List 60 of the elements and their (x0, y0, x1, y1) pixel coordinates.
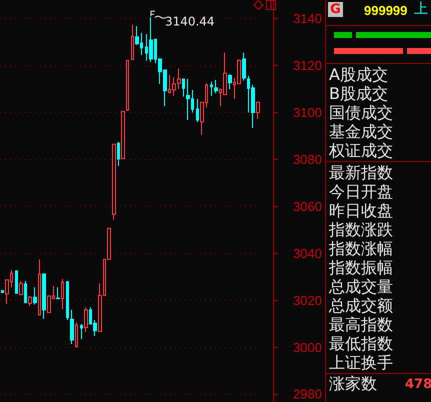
text: 指数振幅 (329, 258, 393, 277)
candlestick (61, 278, 64, 310)
text: 上证换手 (329, 353, 393, 372)
text: 最新指数 (329, 163, 393, 182)
text: B股成交 (329, 84, 388, 103)
annotation: 3140.44 (164, 14, 215, 28)
candlestick (126, 60, 129, 112)
candlestick (117, 141, 120, 166)
text: 权证成交 (329, 141, 393, 160)
y-tick-label: 2980 (293, 386, 322, 402)
candlestick (24, 280, 27, 304)
candlestick (186, 78, 190, 121)
candlestick (33, 286, 37, 305)
candlestick (66, 280, 69, 320)
y-tick-label: 3060 (293, 198, 322, 214)
candlestick (112, 144, 116, 220)
text: 涨家数 (329, 374, 377, 393)
text: 今日开盘 (329, 182, 393, 201)
candlestick (84, 306, 88, 332)
y-tick-label: 3040 (293, 246, 322, 261)
candlestick (149, 16, 153, 63)
candlestick (19, 280, 23, 296)
text: 指数涨幅 (329, 239, 393, 258)
candlestick (256, 102, 260, 120)
candlestick (42, 273, 46, 320)
y-tick-label: 3000 (293, 340, 322, 355)
text: 基金成交 (329, 122, 393, 141)
text: 总成交量 (329, 277, 393, 296)
candlestick (56, 286, 60, 300)
candlestick (182, 78, 185, 98)
candlestick (196, 98, 199, 122)
candlestick (70, 309, 74, 344)
text: 上 (414, 1, 428, 18)
text: 478 (405, 376, 431, 393)
text: 最高指数 (329, 315, 393, 334)
text: 999999 (364, 2, 408, 19)
y-tick-label: 3080 (293, 152, 322, 167)
candlestick (214, 79, 218, 94)
y-tick-label: 3100 (293, 104, 322, 120)
candlestick (131, 24, 134, 60)
candlestick (75, 322, 78, 348)
text: 国债成交 (329, 103, 393, 122)
text: A股成交 (329, 65, 388, 84)
text: 昨日收盘 (329, 201, 393, 220)
candlestick (228, 74, 232, 90)
candlestick (80, 323, 83, 340)
candlestick (242, 52, 246, 82)
text: 指数涨跌 (329, 220, 393, 239)
y-tick-label: 3020 (293, 292, 322, 308)
y-tick-label: 3120 (293, 58, 322, 73)
candlestick (38, 258, 41, 316)
candlestick (15, 270, 18, 294)
candlestick (1, 290, 4, 294)
candlestick (210, 81, 213, 96)
y-tick-label: 3140 (293, 10, 322, 26)
text: 总成交额 (329, 296, 393, 315)
text: 最低指数 (329, 334, 393, 353)
candlestick (28, 296, 32, 306)
candlestick (121, 110, 125, 160)
text: G (328, 2, 343, 17)
